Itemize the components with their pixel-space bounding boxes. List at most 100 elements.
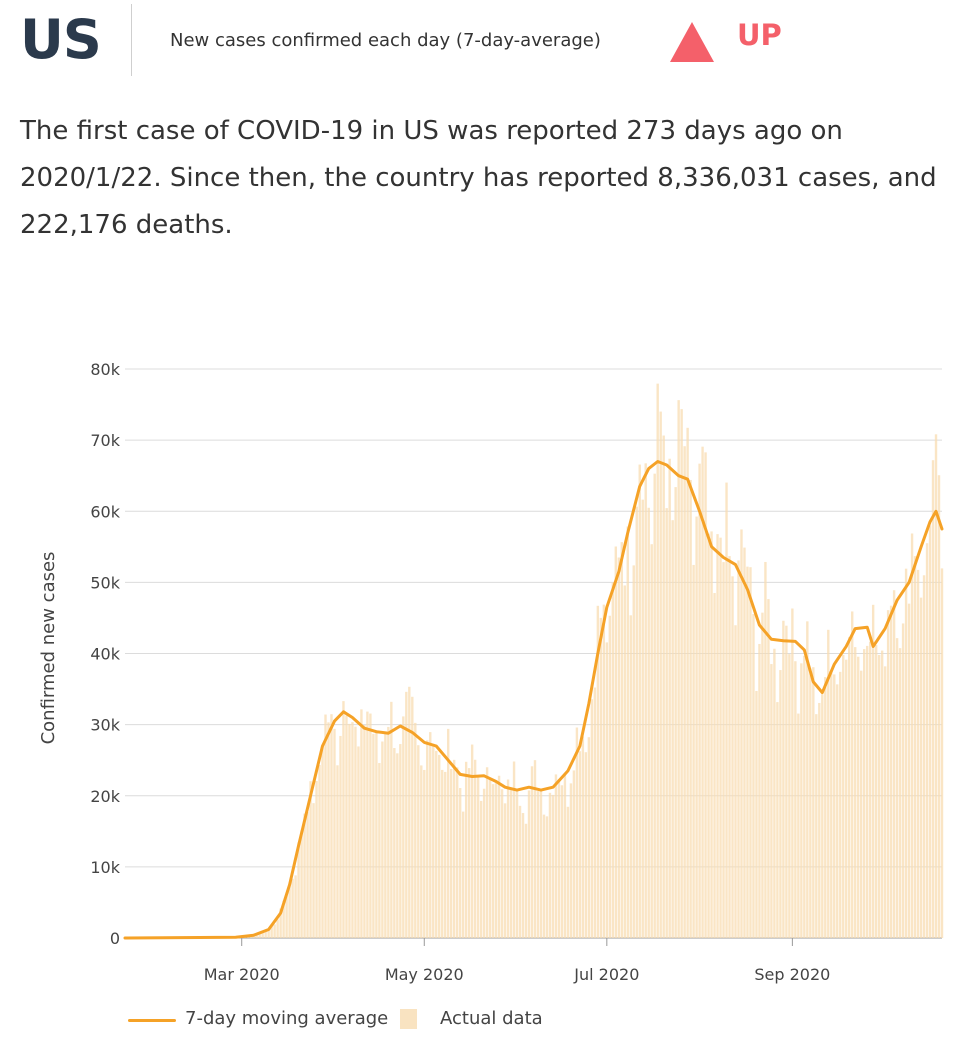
actual-data-bar <box>806 621 809 938</box>
actual-data-bar <box>740 529 743 938</box>
actual-data-bar <box>922 575 926 938</box>
actual-data-bar <box>800 663 803 938</box>
actual-data-bar <box>599 617 603 938</box>
actual-data-bar <box>833 674 836 938</box>
actual-data-bar <box>366 711 369 938</box>
actual-data-bar <box>797 713 800 938</box>
actual-data-bar <box>435 750 438 938</box>
actual-data-bar <box>276 919 279 938</box>
actual-data-bar <box>399 744 402 938</box>
actual-data-bar <box>518 805 522 938</box>
actual-data-bar <box>369 713 372 938</box>
actual-data-bar <box>662 435 665 938</box>
actual-data-bar <box>883 666 887 938</box>
actual-data-bar <box>432 743 435 938</box>
actual-data-bar <box>689 479 692 938</box>
actual-data-bar <box>874 645 878 938</box>
actual-data-bar <box>710 531 713 938</box>
actual-data-bar <box>312 803 315 938</box>
actual-data-bar <box>291 878 294 938</box>
actual-data-bar <box>854 647 857 938</box>
actual-data-bar <box>677 400 680 938</box>
y-tick-label: 40k <box>90 645 120 664</box>
actual-data-bar <box>521 813 525 938</box>
actual-data-bar <box>794 661 797 938</box>
trend-up-icon <box>670 22 714 62</box>
actual-data-bar <box>420 765 423 938</box>
actual-data-bar <box>695 516 698 938</box>
actual-data-bar <box>572 770 576 938</box>
actual-data-bar <box>300 830 303 938</box>
y-tick-label: 20k <box>90 787 120 806</box>
actual-data-bar <box>683 446 686 938</box>
actual-data-bar <box>701 446 704 938</box>
actual-data-bar <box>617 557 620 938</box>
actual-data-bar <box>450 768 453 938</box>
actual-data-bar <box>737 560 740 938</box>
actual-data-bar <box>309 781 312 938</box>
x-tick-label: Mar 2020 <box>204 965 280 984</box>
actual-data-bar <box>821 694 824 938</box>
actual-data-bar <box>315 781 318 938</box>
actual-data-bar <box>851 611 854 938</box>
actual-data-bar <box>815 714 818 938</box>
actual-data-bar <box>845 659 848 938</box>
actual-data-bar <box>638 464 641 938</box>
actual-data-bar <box>842 654 845 938</box>
actual-data-bars <box>180 383 944 938</box>
actual-data-bar <box>839 671 842 938</box>
actual-data-bar <box>602 604 606 938</box>
actual-data-bar <box>731 576 734 938</box>
actual-data-bar <box>348 723 351 938</box>
actual-data-bar <box>928 525 932 938</box>
actual-data-bar <box>384 732 387 938</box>
actual-data-bar <box>387 726 390 938</box>
actual-data-bar <box>605 642 609 938</box>
actual-data-bar <box>898 648 902 938</box>
actual-data-bar <box>937 475 941 938</box>
actual-data-bar <box>497 775 501 938</box>
actual-data-bar <box>441 769 444 938</box>
actual-data-bar <box>865 645 869 938</box>
actual-data-bar <box>764 561 767 938</box>
y-tick-label: 30k <box>90 716 120 735</box>
actual-data-bar <box>868 641 872 938</box>
actual-data-bar <box>557 779 561 938</box>
actual-data-bar <box>713 593 716 938</box>
actual-data-bar <box>447 728 450 938</box>
actual-data-bar <box>919 597 923 938</box>
actual-data-bar <box>255 934 258 938</box>
actual-data-bar <box>614 546 617 938</box>
actual-data-bar <box>267 929 270 938</box>
actual-data-bar <box>461 811 465 938</box>
actual-data-bar <box>880 650 884 938</box>
actual-data-bar <box>411 696 414 938</box>
actual-data-bar <box>515 790 519 938</box>
header: US New cases confirmed each day (7-day-a… <box>0 0 970 80</box>
actual-data-bar <box>279 908 282 938</box>
actual-data-bar <box>578 751 582 938</box>
actual-data-bar <box>258 931 261 938</box>
actual-data-bar <box>476 777 480 938</box>
actual-data-bar <box>482 788 486 938</box>
actual-data-bar <box>836 684 839 938</box>
actual-data-bar <box>423 769 426 938</box>
actual-data-bar <box>452 759 456 938</box>
actual-data-bar <box>635 506 638 938</box>
actual-data-bar <box>809 668 812 938</box>
actual-data-bar <box>339 735 342 938</box>
actual-data-bar <box>494 783 498 938</box>
actual-data-bar <box>336 765 339 938</box>
actual-data-bar <box>405 691 408 938</box>
header-divider <box>131 4 132 76</box>
actual-data-bar <box>381 741 384 938</box>
actual-data-bar <box>524 823 528 938</box>
actual-data-bar <box>575 727 579 938</box>
actual-data-bar <box>363 724 366 938</box>
actual-data-bar <box>563 774 567 938</box>
actual-data-bar <box>892 590 896 938</box>
x-tick-label: May 2020 <box>385 965 464 984</box>
actual-data-bar <box>641 499 644 938</box>
actual-data-bar <box>871 604 875 938</box>
actual-data-bar <box>542 814 546 938</box>
